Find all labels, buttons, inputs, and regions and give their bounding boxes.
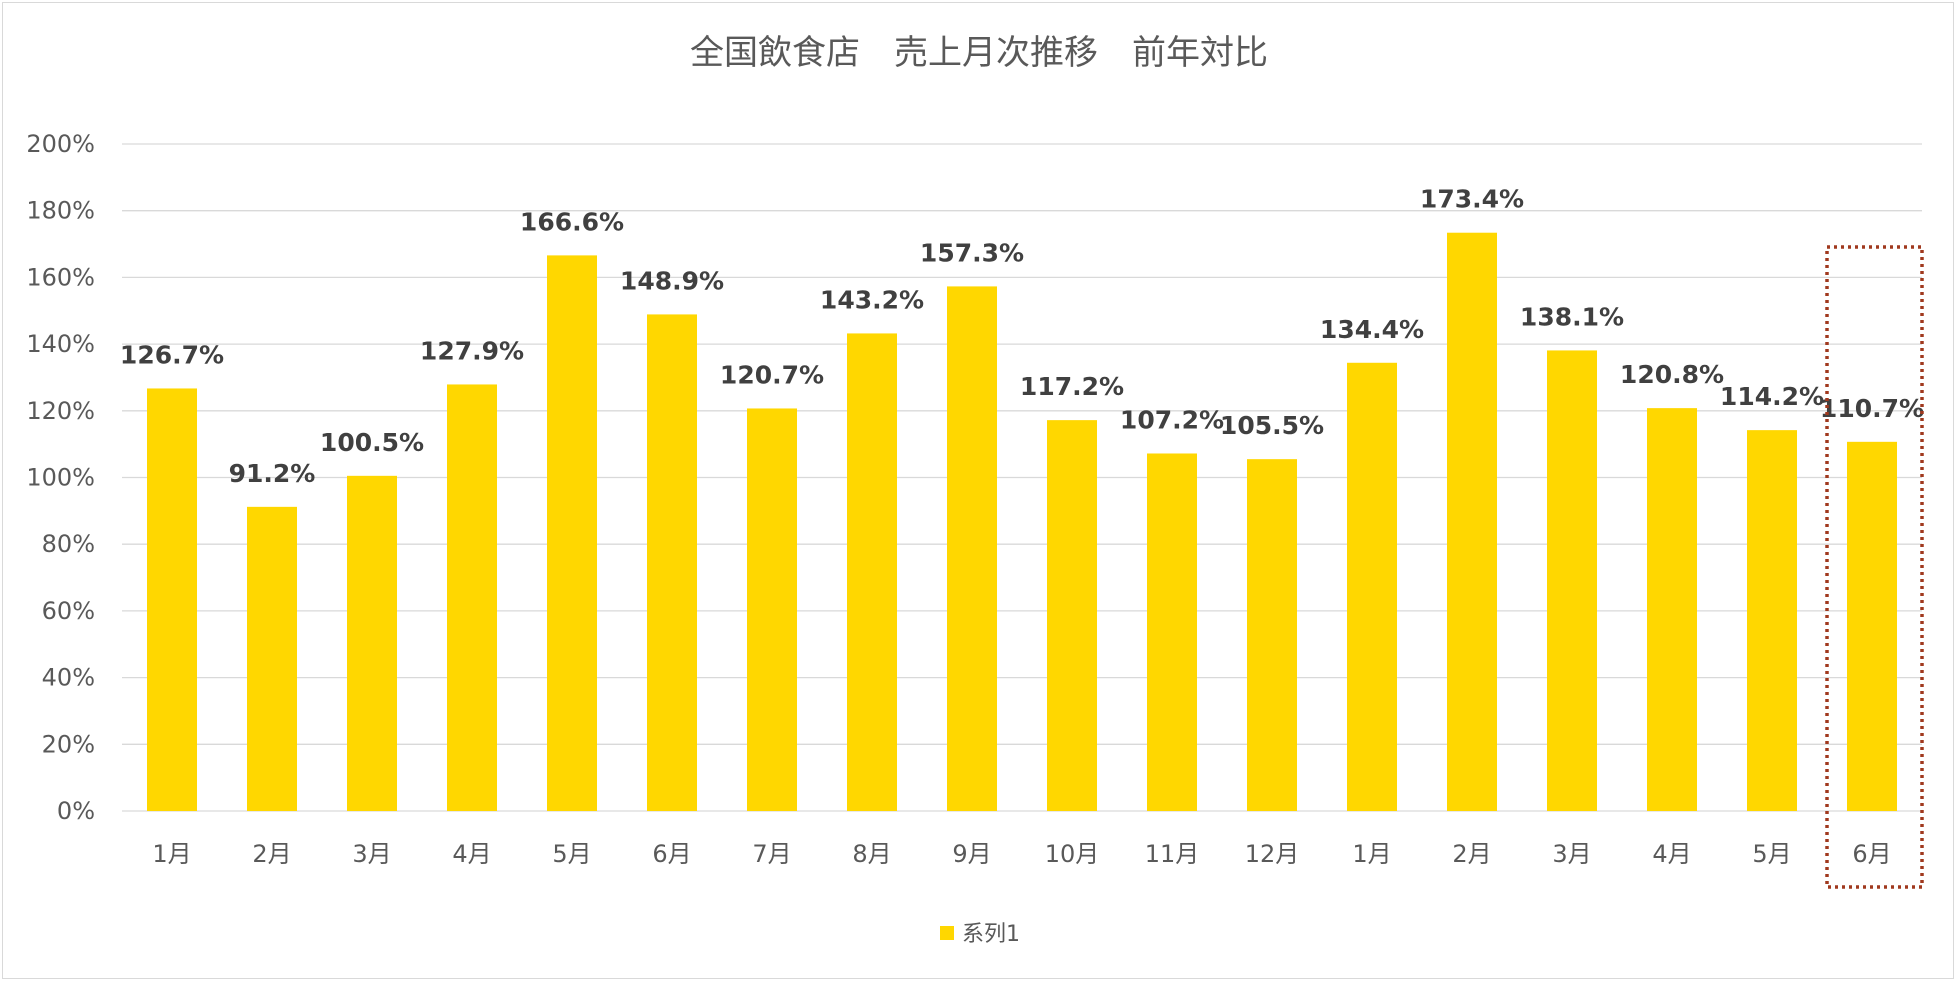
x-tick-label: 1月 [152,840,191,868]
y-tick-label: 140% [26,330,95,358]
bar [147,388,197,811]
bars [147,232,1897,811]
legend: 系列1 [940,922,1020,947]
highlight-rect [1825,245,1924,889]
y-axis: 0% 20% 40% 60% 80% 100% 120% 140% 160% 180% 200% [26,130,95,825]
bar [1247,459,1297,811]
x-axis: 1月 2月 3月 4月 5月 6月 7月 8月 9月 10月 11月 12月 1月 2月 3月 4月 5月 6月 [152,840,1891,868]
y-tick-label: 20% [42,730,95,758]
data-label: 107.2% [1120,405,1224,434]
x-tick-label: 9月 [952,840,991,868]
legend-swatch [940,926,954,940]
x-tick-label: 5月 [1752,840,1791,868]
bar [647,314,697,811]
y-tick-label: 120% [26,397,95,425]
data-label: 105.5% [1220,411,1324,440]
bar [1047,420,1097,811]
bar [347,475,397,811]
data-label: 148.9% [620,266,724,295]
x-tick-label: 4月 [452,840,491,868]
x-tick-label: 2月 [252,840,291,868]
y-tick-label: 40% [42,664,95,692]
x-tick-label: 5月 [552,840,591,868]
legend-label: 系列1 [962,922,1020,947]
x-tick-label: 3月 [1552,840,1591,868]
highlight-box [1825,245,1924,889]
x-tick-label: 7月 [752,840,791,868]
x-tick-label: 8月 [852,840,891,868]
bar [1647,408,1697,811]
bar [1447,232,1497,811]
y-tick-label: 100% [26,464,95,492]
data-label: 114.2% [1720,382,1824,411]
x-tick-label: 12月 [1245,840,1300,868]
data-label: 126.7% [120,340,224,369]
y-tick-label: 80% [42,530,95,558]
data-label: 127.9% [420,336,524,365]
data-label: 110.7% [1820,394,1924,423]
data-label: 120.7% [720,360,824,389]
x-tick-label: 1月 [1352,840,1391,868]
chart-title: 全国飲食店 売上月次推移 前年対比 [690,33,1268,73]
data-label: 143.2% [820,285,924,314]
data-label: 134.4% [1320,315,1424,344]
x-tick-label: 10月 [1045,840,1100,868]
data-label: 157.3% [920,238,1024,267]
data-label: 138.1% [1520,302,1624,331]
x-tick-label: 6月 [1852,840,1891,868]
data-label: 117.2% [1020,372,1124,401]
data-label: 173.4% [1420,185,1524,214]
bar [1147,453,1197,811]
x-tick-label: 6月 [652,840,691,868]
data-label: 166.6% [520,207,624,236]
y-tick-label: 160% [26,263,95,291]
y-tick-label: 180% [26,197,95,225]
gridlines [122,143,1922,812]
x-tick-label: 4月 [1652,840,1691,868]
bar [447,384,497,811]
bar [1847,441,1897,811]
y-tick-label: 60% [42,597,95,625]
bar [1347,362,1397,811]
bar [847,333,897,811]
bar [747,408,797,811]
bar [547,255,597,811]
y-tick-label: 0% [57,797,95,825]
data-label: 100.5% [320,428,424,457]
data-label: 120.8% [1620,360,1724,389]
x-tick-label: 3月 [352,840,391,868]
bar [1747,430,1797,811]
y-tick-label: 200% [26,130,95,158]
bar [247,506,297,811]
bar [1547,350,1597,811]
x-tick-label: 2月 [1452,840,1491,868]
bar [947,286,997,811]
data-labels: 126.7% 91.2%100.5% 127.9% 166.6% 148.9% 120.7… [120,185,1924,488]
data-label: 91.2% [229,459,316,488]
x-tick-label: 11月 [1145,840,1200,868]
